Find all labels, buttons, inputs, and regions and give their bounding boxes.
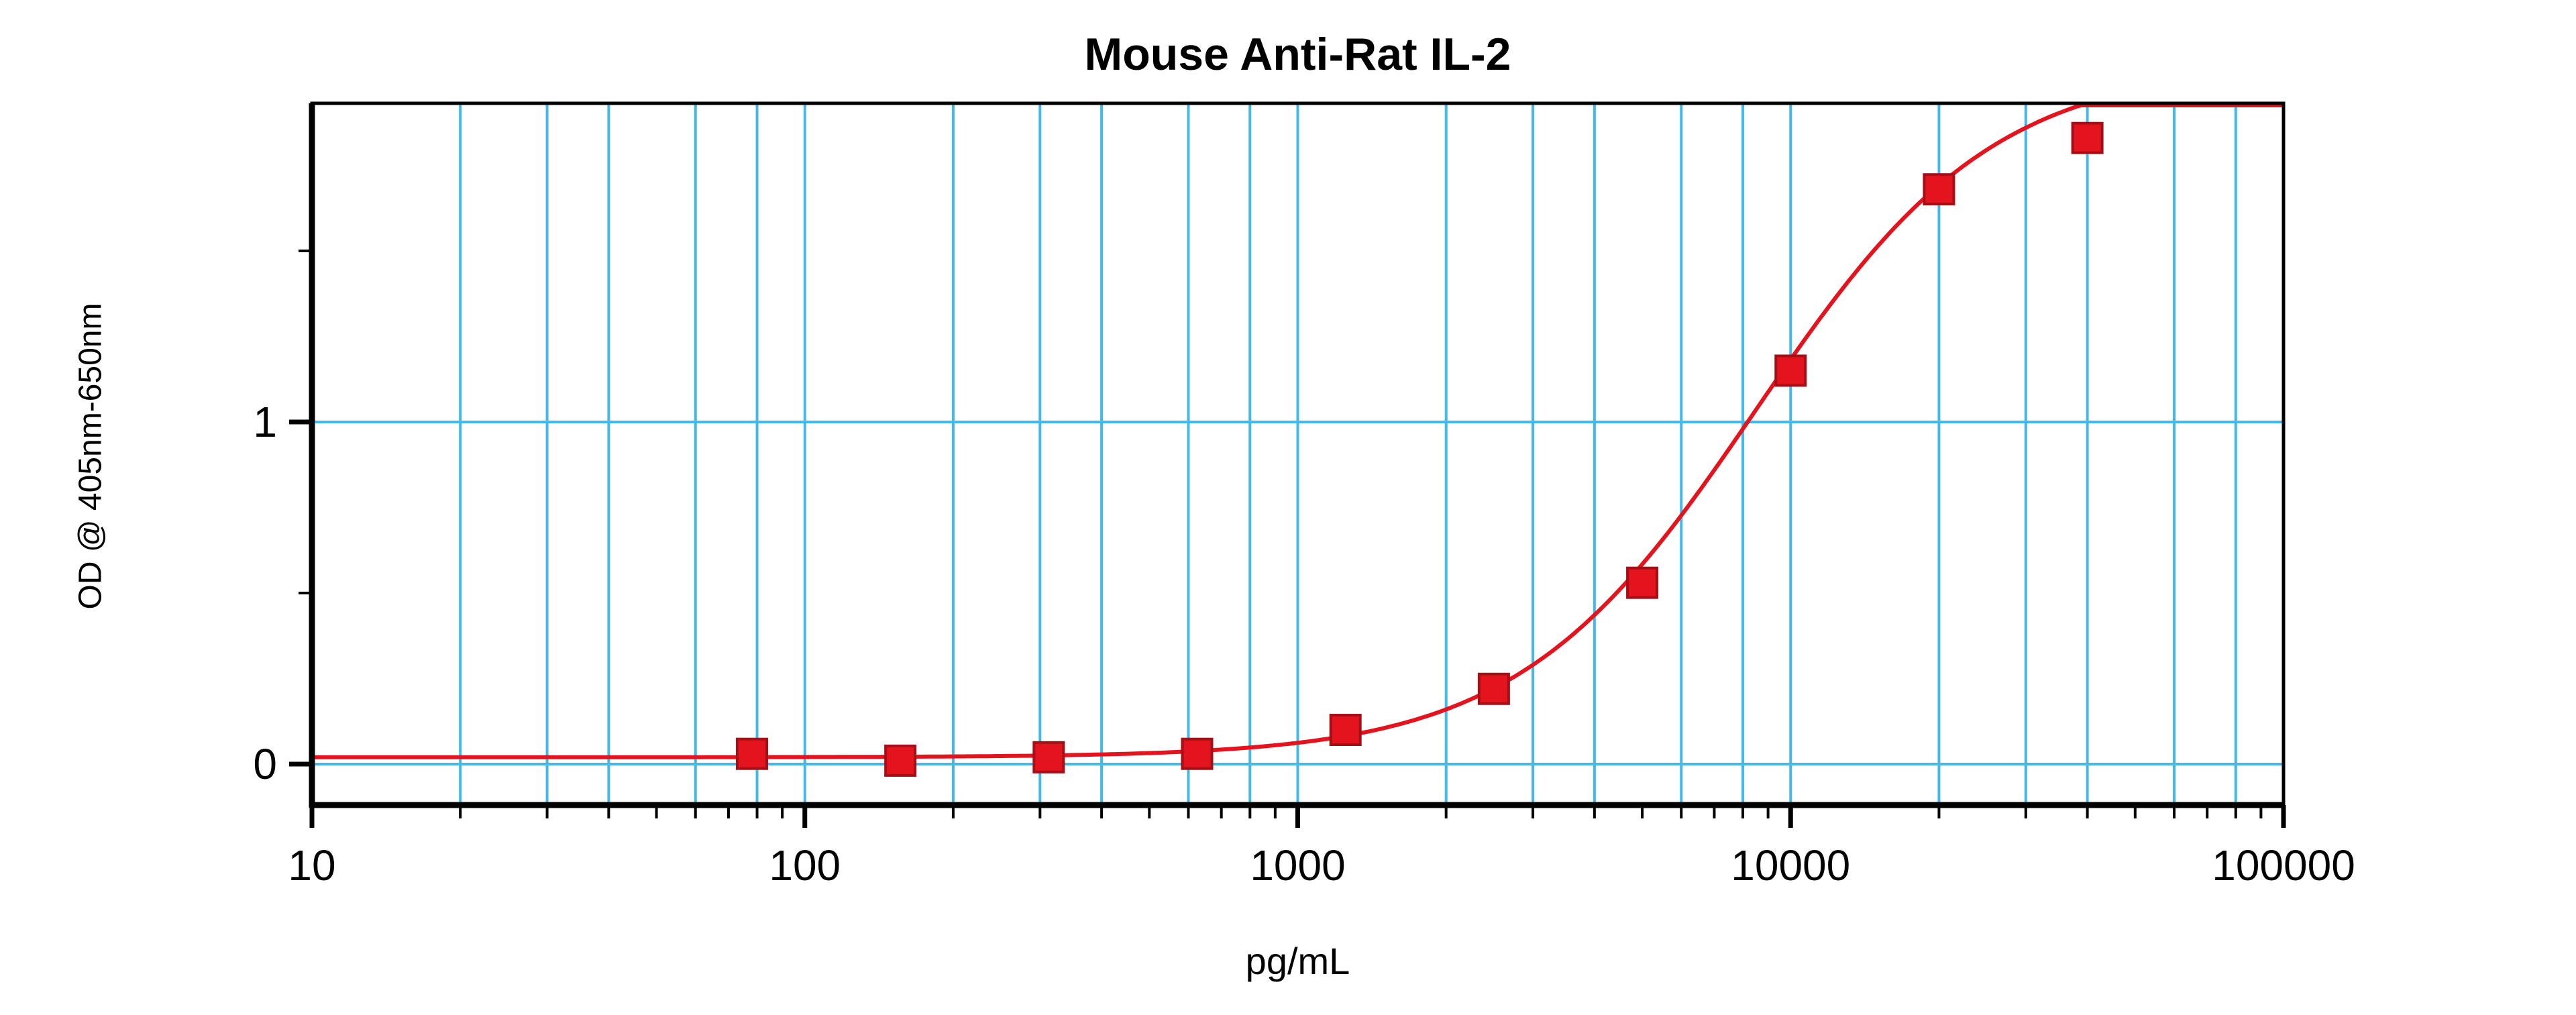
y-tick-label: 0 xyxy=(253,740,277,788)
data-point-marker xyxy=(1923,173,1955,206)
data-point-marker xyxy=(884,744,917,777)
x-tick-label: 1000 xyxy=(1250,841,1345,890)
x-tick-label: 10 xyxy=(288,841,335,890)
y-tick-label: 1 xyxy=(253,398,277,446)
y-axis-title: OD @ 405nm-650nm xyxy=(72,303,109,610)
x-tick-label: 10000 xyxy=(1731,841,1850,890)
data-point-marker xyxy=(1477,672,1510,705)
chart-title: Mouse Anti-Rat IL-2 xyxy=(1084,29,1511,80)
data-point-marker xyxy=(1774,354,1807,387)
data-point-marker xyxy=(1329,714,1362,746)
data-point-marker xyxy=(735,737,768,770)
data-point-marker xyxy=(2071,121,2104,154)
x-tick-label: 100000 xyxy=(2212,841,2355,890)
data-point-marker xyxy=(1181,737,1214,770)
x-tick-label: 100 xyxy=(769,841,841,890)
x-axis-title: pg/mL xyxy=(1245,940,1350,982)
data-point-marker xyxy=(1032,741,1065,773)
fit-curve xyxy=(312,103,2284,759)
data-point-marker xyxy=(1626,566,1659,599)
